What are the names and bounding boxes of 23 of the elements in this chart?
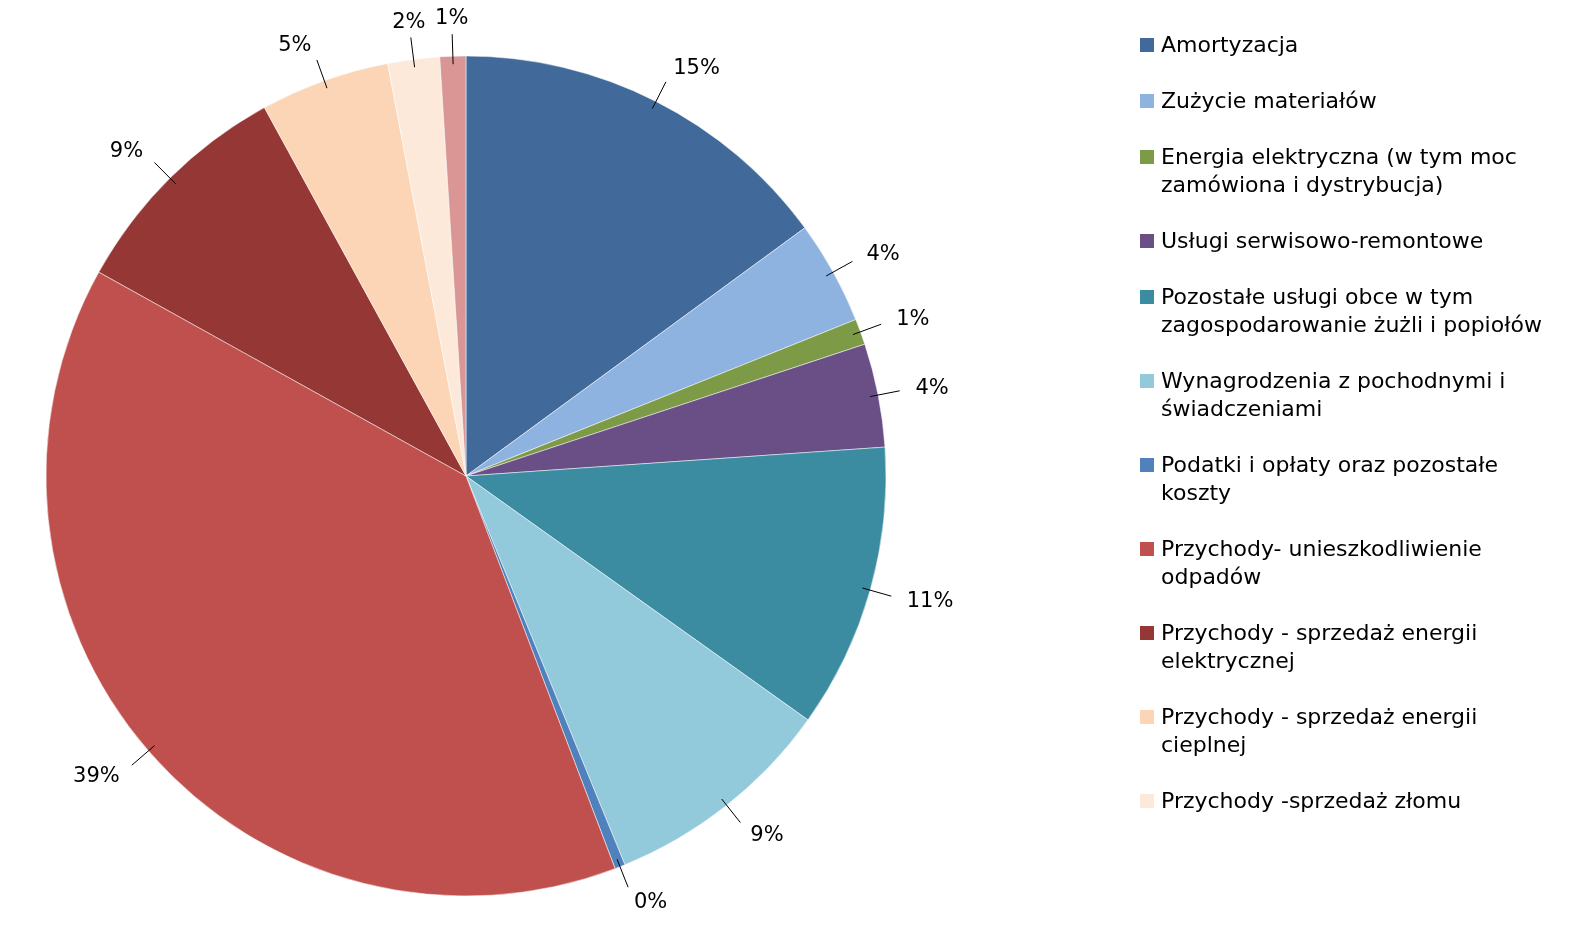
data-label: 9% (750, 822, 784, 847)
legend-label: Przychody -sprzedaż złomu (1161, 788, 1462, 813)
legend-label: Przychody- unieszkodliwienie odpadów (1161, 536, 1482, 589)
legend-label: Podatki i opłaty oraz pozostałe koszty (1161, 452, 1499, 505)
data-label: 15% (673, 54, 720, 79)
data-label: 4% (915, 374, 949, 399)
data-label: 1% (435, 5, 469, 30)
legend-label: Pozostałe usługi obce w tym zagospodarowanie żużli i popiołów (1161, 284, 1542, 337)
data-label: 2% (392, 8, 426, 33)
data-label: 5% (278, 31, 312, 56)
legend-label: Amortyzacja (1161, 32, 1299, 57)
legend-label: Przychody - sprzedaż energii elektrycznej (1161, 620, 1478, 673)
data-label: 0% (633, 889, 668, 914)
legend-label: Energia elektryczna (w tym moc zamówiona i dystrybucja) (1161, 144, 1517, 197)
legend-label: Wynagrodzenia z pochodnymi i świadczeniami (1161, 368, 1506, 421)
data-label: 1% (896, 305, 930, 330)
data-label: 39% (73, 762, 120, 787)
legend-label: Przychody - sprzedaż energii cieplnej (1161, 704, 1478, 757)
legend-label: Usługi serwisowo-remontowe (1161, 228, 1484, 253)
data-label: 4% (866, 240, 900, 265)
data-label: 11% (906, 587, 954, 612)
data-label: 9% (109, 138, 144, 163)
legend-label: Zużycie materiałów (1161, 88, 1377, 113)
